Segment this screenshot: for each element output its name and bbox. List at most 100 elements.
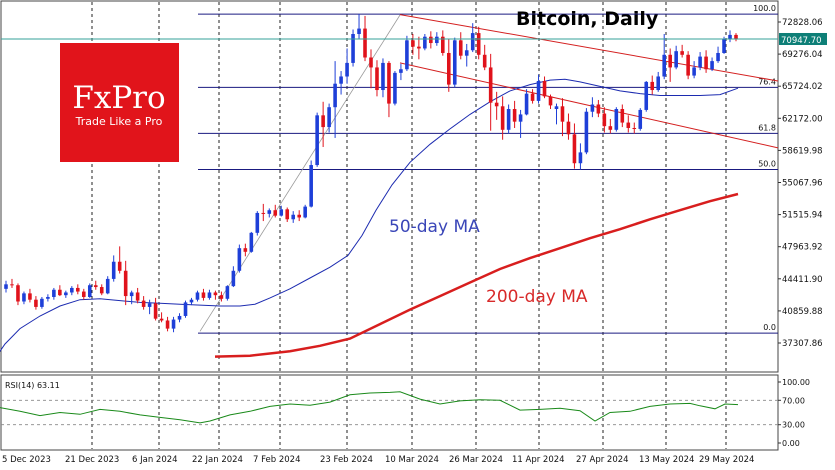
candle-body [560,106,565,122]
candle-body [183,302,188,316]
y-tick-label: 58619.98 [782,146,823,156]
candle-body [249,232,254,252]
candle-body [446,52,451,85]
candle-body [40,298,44,307]
candle-up [644,80,649,112]
candle-down [58,285,62,297]
candle-body [506,109,511,130]
candle-down [123,260,128,306]
candle-down [387,61,391,118]
candle-up [656,71,661,92]
candle-down [213,290,218,300]
candle-body [135,292,140,301]
x-tick-label: 23 Feb 2024 [320,455,373,465]
candle-body [417,46,421,49]
candle-down [219,291,224,302]
candle-up [399,63,403,81]
candle-up [22,291,26,305]
rsi-tick-label: 70.00 [782,396,805,405]
candle-body [147,303,152,307]
candle-up [249,231,254,253]
candle-body [309,165,313,207]
candle-body [698,56,702,68]
rsi-panel [0,374,779,451]
rsi-line [0,391,739,424]
rsi-tick-label: 100.00 [782,378,810,387]
candle-up [590,97,595,118]
candle-up [255,211,260,236]
candle-down [441,30,445,56]
candle-down [494,91,499,120]
candle-down [159,312,164,323]
candle-up [237,244,242,273]
candle-up [231,266,236,288]
candle-down [572,123,577,169]
candle-down [668,48,672,82]
candle-up [52,287,56,300]
candle-body [518,114,523,122]
candle-body [363,28,367,58]
candle-body [536,80,541,101]
fib-level-label: 50.0 [758,160,776,169]
y-tick-label: 47963.92 [782,243,823,253]
candle-body [46,296,50,299]
candle-up [554,103,559,125]
candle-up [614,107,619,132]
candle-body [22,293,26,302]
fxpro-logo: FxPro Trade Like a Pro [60,43,179,162]
candle-body [578,152,583,164]
candle-body [219,295,224,299]
ma50-annotation: 50-day MA [389,217,480,237]
candle-body [87,285,92,297]
candle-down [542,76,547,99]
candle-down [135,287,140,304]
candle-up [189,297,194,306]
candle-up [584,108,589,155]
candle-body [470,33,475,51]
candle-down [566,113,571,140]
candle-down [165,316,170,332]
candle-body [123,270,128,297]
candle-body [315,115,319,166]
candle-body [70,287,74,293]
candle-body [207,292,212,298]
candle-down [297,210,301,222]
candle-up [692,61,696,79]
candle-up [423,34,427,51]
candle-body [321,115,325,128]
candle-body [452,40,457,85]
candle-up [40,296,44,309]
candle-down [734,33,738,42]
candle-body [524,93,529,115]
candle-body [213,292,218,296]
candle-body [441,36,445,53]
candle-down [99,284,104,296]
candle-up [315,112,319,167]
candles [4,14,738,333]
rsi-label: RSI(14) 63.11 [5,381,60,390]
candle-body [58,289,62,296]
channel-lower-line [399,62,779,149]
x-tick-label: 11 Apr 2024 [512,455,565,465]
x-tick-label: 26 Mar 2024 [449,455,503,465]
candle-body [291,214,296,220]
y-tick-label: 51515.94 [782,211,823,221]
candle-body [159,318,164,321]
candle-body [93,285,98,288]
candle-body [674,51,678,68]
candle-up [518,109,523,138]
candle-body [656,76,661,91]
x-tick-label: 22 Jan 2024 [192,455,243,465]
candle-body [351,34,355,63]
candle-up [357,14,361,39]
candle-up [279,205,284,217]
candle-body [285,209,290,220]
candle-down [596,99,601,118]
current-price-box [779,32,827,45]
candle-up [87,283,92,298]
candle-down [273,204,278,218]
candle-up [177,313,182,323]
candle-body [303,206,307,218]
candle-up [662,34,666,80]
candle-body [423,36,427,49]
